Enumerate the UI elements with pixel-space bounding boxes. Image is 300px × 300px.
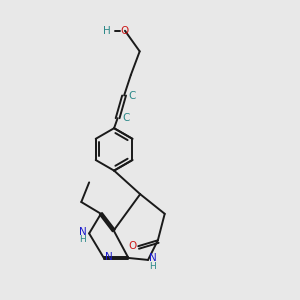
Text: N: N: [79, 227, 86, 237]
Text: N: N: [105, 252, 113, 262]
Text: N: N: [148, 254, 156, 263]
Text: H: H: [79, 236, 86, 244]
Text: O: O: [129, 241, 137, 251]
Text: H: H: [149, 262, 156, 271]
Text: C: C: [129, 91, 136, 100]
Text: C: C: [122, 113, 130, 123]
Text: H: H: [103, 26, 111, 36]
Text: O: O: [121, 26, 129, 36]
